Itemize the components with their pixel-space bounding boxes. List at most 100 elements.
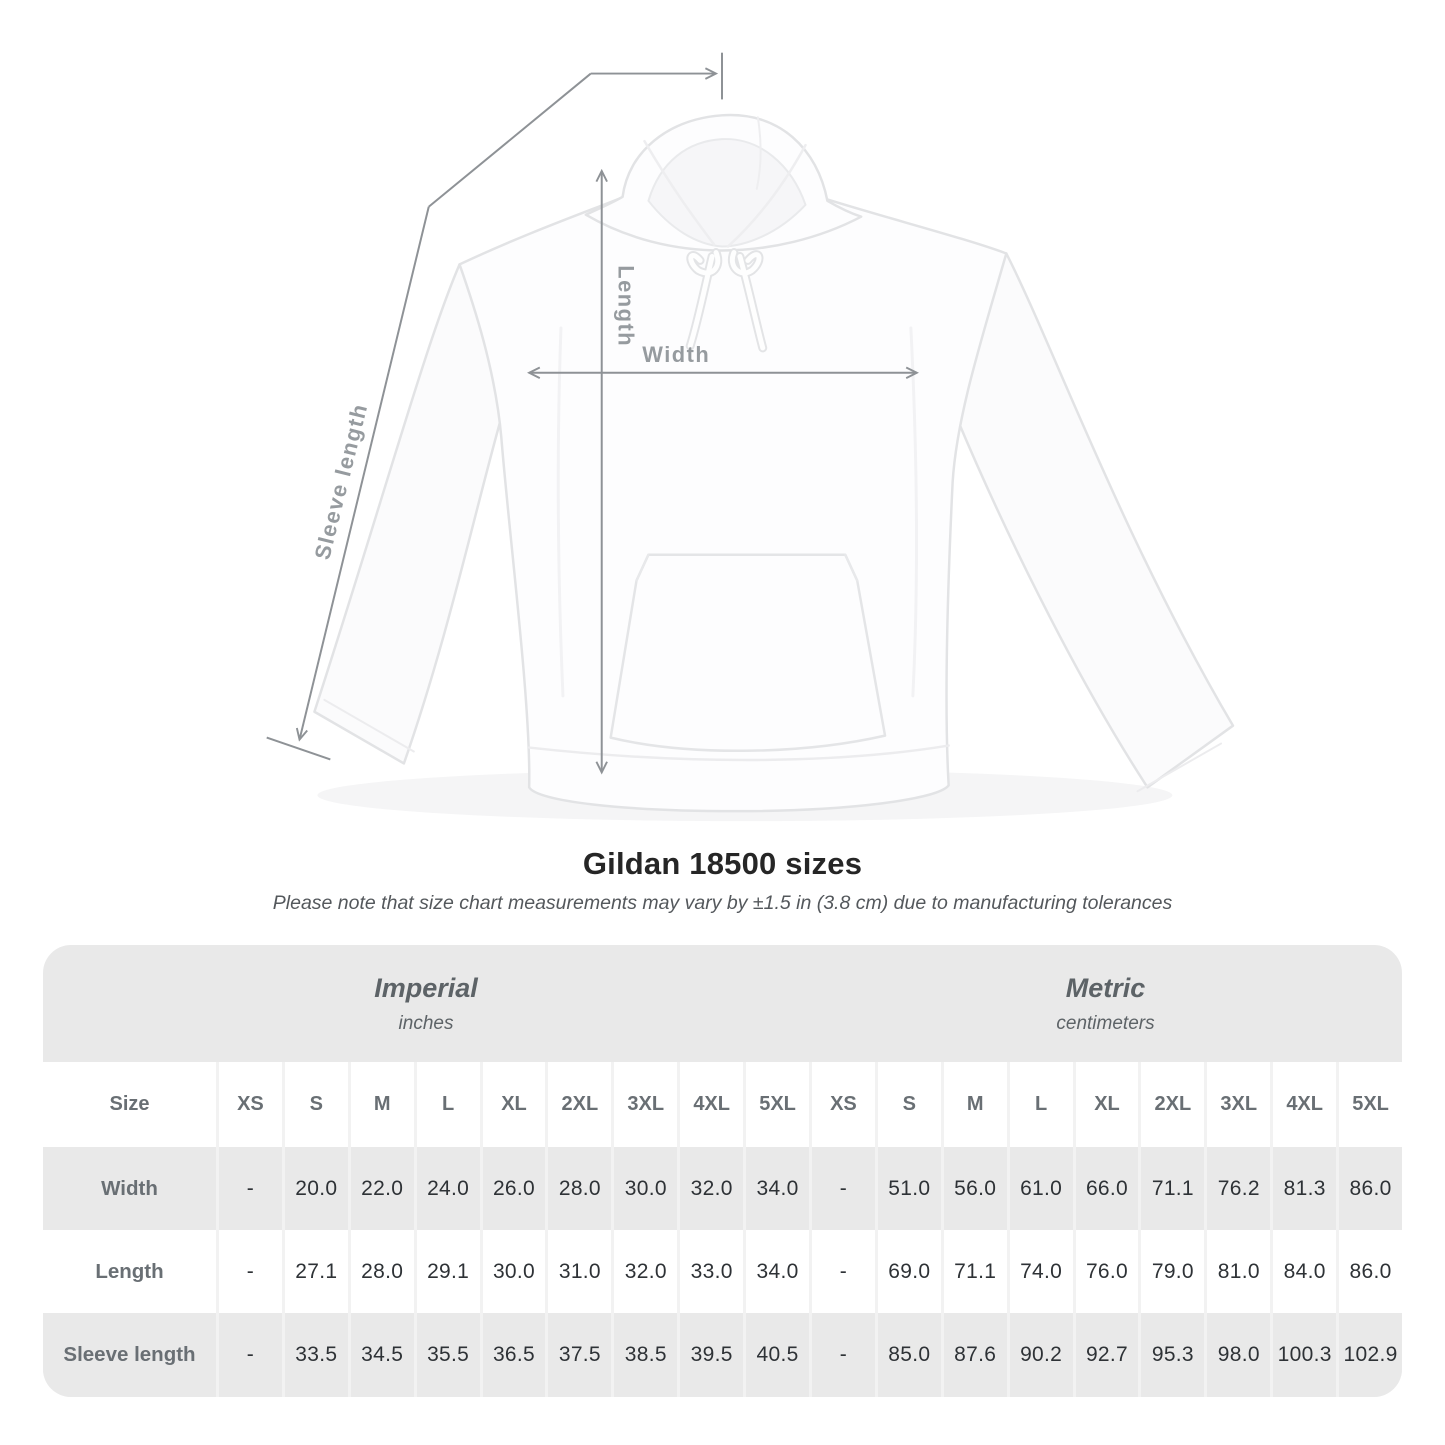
table-cell: 29.1 xyxy=(416,1230,480,1313)
table-cell: 98.0 xyxy=(1207,1313,1271,1397)
length-label: Length xyxy=(614,265,639,347)
table-cell: 102.9 xyxy=(1339,1313,1402,1397)
table-cell: 85.0 xyxy=(877,1313,941,1397)
imperial-size-header: 5XL xyxy=(746,1062,809,1147)
table-cell: 34.0 xyxy=(746,1147,809,1230)
table-cell: - xyxy=(219,1230,282,1313)
table-cell: 27.1 xyxy=(284,1230,348,1313)
hoodie-right-sleeve xyxy=(955,252,1235,789)
table-cell: 20.0 xyxy=(284,1147,348,1230)
hoodie-measurement-diagram: Length Width Sleeve length xyxy=(266,52,1235,822)
hood-interior xyxy=(647,138,807,248)
imperial-size-header: 3XL xyxy=(614,1062,678,1147)
hood-fold-left xyxy=(643,139,716,246)
table-cell: 95.3 xyxy=(1141,1313,1205,1397)
table-cell: 86.0 xyxy=(1339,1230,1402,1313)
table-cell: 39.5 xyxy=(680,1313,744,1397)
right-cuff-seam xyxy=(1136,742,1223,793)
hoodie-illustration xyxy=(313,113,1235,822)
imperial-group-header: Imperial inches xyxy=(43,945,809,1062)
width-label: Width xyxy=(642,342,710,367)
table-cell: 37.5 xyxy=(548,1313,612,1397)
metric-group-unit: centimeters xyxy=(1056,1012,1155,1034)
imperial-size-header: 4XL xyxy=(680,1062,744,1147)
hem-seam xyxy=(527,744,950,762)
table-cell: 32.0 xyxy=(680,1147,744,1230)
table-cell: 35.5 xyxy=(416,1313,480,1397)
table-cell: - xyxy=(812,1147,875,1230)
table-cell: 61.0 xyxy=(1009,1147,1073,1230)
table-cell: 86.0 xyxy=(1339,1147,1402,1230)
table-cell: 28.0 xyxy=(548,1147,612,1230)
table-cell: 26.0 xyxy=(482,1147,546,1230)
pocket-opening-right xyxy=(844,553,859,582)
table-cell: 32.0 xyxy=(614,1230,678,1313)
table-cell: 36.5 xyxy=(482,1313,546,1397)
table-cell: 79.0 xyxy=(1141,1230,1205,1313)
table-cell: 76.2 xyxy=(1207,1147,1271,1230)
tolerance-note: Please note that size chart measurements… xyxy=(272,892,1173,914)
table-cell: 71.1 xyxy=(1141,1147,1205,1230)
imperial-size-header: 2XL xyxy=(548,1062,612,1147)
table-cell: - xyxy=(812,1230,875,1313)
size-column-header: Size xyxy=(43,1062,216,1147)
table-cell: 22.0 xyxy=(350,1147,414,1230)
sleeve-length-diagonal-segment-2 xyxy=(300,206,430,740)
imperial-size-header: XL xyxy=(482,1062,546,1147)
metric-size-header: XS xyxy=(812,1062,875,1147)
table-cell: 92.7 xyxy=(1075,1313,1139,1397)
metric-group-label: Metric xyxy=(1065,972,1146,1003)
unit-group-header: Imperial inches Metric centimeters xyxy=(43,945,1402,1062)
metric-size-header: 2XL xyxy=(1141,1062,1205,1147)
table-cell: - xyxy=(219,1147,282,1230)
metric-size-header: L xyxy=(1009,1062,1073,1147)
row-label-width: Width xyxy=(43,1147,216,1230)
imperial-group-label: Imperial xyxy=(374,972,478,1003)
table-cell: 87.6 xyxy=(943,1313,1007,1397)
table-cell: 84.0 xyxy=(1273,1230,1337,1313)
measurement-lines xyxy=(266,52,917,773)
table-cell: 30.0 xyxy=(614,1147,678,1230)
table-cell: 71.1 xyxy=(943,1230,1007,1313)
row-label-length: Length xyxy=(43,1230,216,1313)
table-cell: 28.0 xyxy=(350,1230,414,1313)
imperial-size-header: XS xyxy=(219,1062,282,1147)
table-cell: 81.3 xyxy=(1273,1147,1337,1230)
size-table-grid: Size XS S M L XL 2XL 3XL 4XL 5XL XS S M … xyxy=(43,1062,1402,1397)
metric-size-header: 4XL xyxy=(1273,1062,1337,1147)
imperial-size-header: M xyxy=(350,1062,414,1147)
imperial-size-header: L xyxy=(416,1062,480,1147)
metric-size-header: S xyxy=(877,1062,941,1147)
imperial-group-unit: inches xyxy=(398,1012,454,1034)
hood-fold-right xyxy=(726,143,807,248)
metric-size-header: M xyxy=(943,1062,1007,1147)
pocket-opening-left xyxy=(635,553,650,582)
table-cell: 31.0 xyxy=(548,1230,612,1313)
row-label-sleeve-length: Sleeve length xyxy=(43,1313,216,1397)
table-cell: 24.0 xyxy=(416,1147,480,1230)
table-cell: 30.0 xyxy=(482,1230,546,1313)
table-cell: - xyxy=(219,1313,282,1397)
table-cell: 74.0 xyxy=(1009,1230,1073,1313)
metric-group-header: Metric centimeters xyxy=(809,945,1402,1062)
table-cell: 90.2 xyxy=(1009,1313,1073,1397)
hood-center-seam xyxy=(755,116,762,190)
table-cell: 34.0 xyxy=(746,1230,809,1313)
table-cell: 33.0 xyxy=(680,1230,744,1313)
metric-size-header: 5XL xyxy=(1339,1062,1402,1147)
table-cell: 76.0 xyxy=(1075,1230,1139,1313)
table-cell: 40.5 xyxy=(746,1313,809,1397)
table-cell: 56.0 xyxy=(943,1147,1007,1230)
table-cell: 38.5 xyxy=(614,1313,678,1397)
sleeve-length-diagonal-segment-1 xyxy=(428,72,592,208)
table-cell: 51.0 xyxy=(877,1147,941,1230)
table-cell: 100.3 xyxy=(1273,1313,1337,1397)
table-cell: 69.0 xyxy=(877,1230,941,1313)
table-cell: 81.0 xyxy=(1207,1230,1271,1313)
sleeve-length-bottom-tick xyxy=(266,736,331,761)
left-cuff-seam xyxy=(323,698,415,753)
table-cell: 34.5 xyxy=(350,1313,414,1397)
imperial-size-header: S xyxy=(284,1062,348,1147)
metric-size-header: 3XL xyxy=(1207,1062,1271,1147)
